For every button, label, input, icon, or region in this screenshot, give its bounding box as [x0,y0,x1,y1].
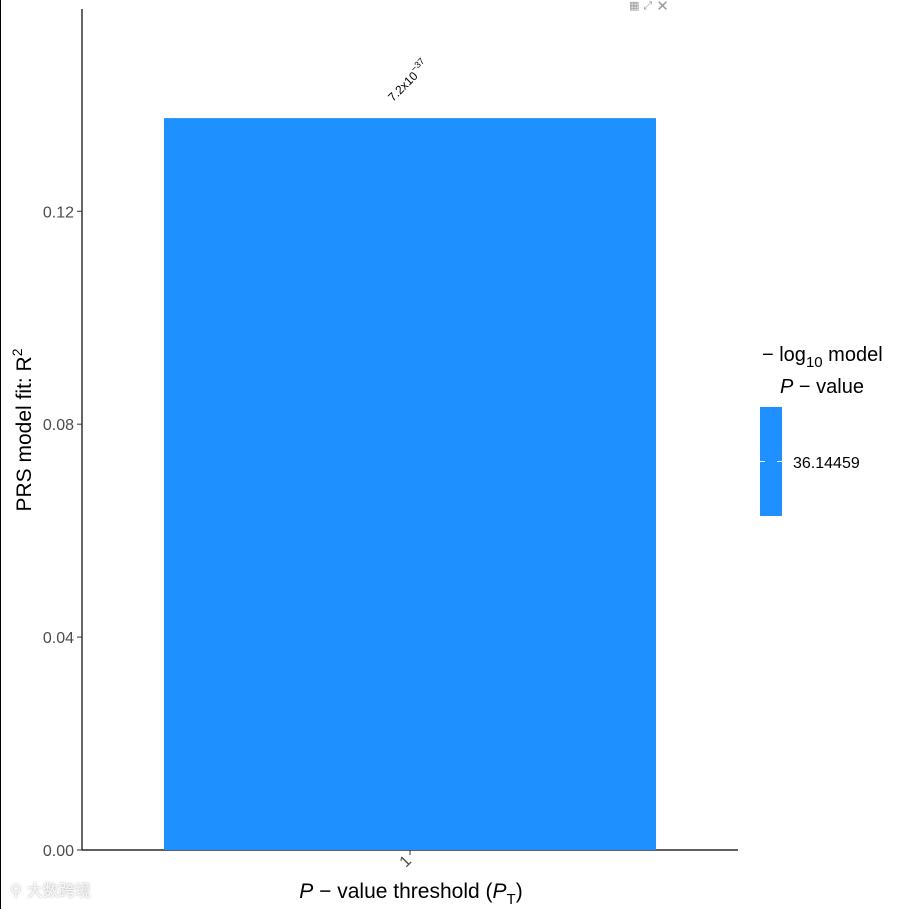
y-tick-label: 0.08 [43,417,74,434]
close-icon[interactable]: ✕ [656,0,669,15]
bar [164,118,656,851]
y-tick-label: 0.04 [43,630,74,647]
y-tick-label: 0.12 [43,204,74,221]
x-ticks: 1 [397,850,415,871]
legend-title-line2: P − value [780,376,864,398]
grid-icon[interactable]: ▦ [629,0,640,12]
watermark-logo-icon: ⚲ [10,881,27,900]
legend: − log10 model P − value 36.14459 [760,344,883,516]
y-axis-title: PRS model fit: R2 [9,348,36,511]
x-axis-title: P − value threshold (PT) [299,880,522,908]
legend-title-line1: − log10 model [762,344,883,371]
plot-toolbar: ▦ ⤢ ✕ [629,0,679,15]
watermark-text: 大数跨境 [26,881,91,900]
watermark: ⚲ 大数跨境 [10,877,91,901]
legend-tick-label: 36.14459 [793,455,860,472]
bar-value-label: 7.2x10−37 [383,56,431,104]
x-tick-label: 1 [397,853,415,871]
y-ticks: 0.00 0.04 0.08 0.12 [43,204,82,860]
bars: 7.2x10−37 [164,56,656,851]
expand-icon[interactable]: ⤢ [643,0,653,12]
legend-color-bar [760,407,782,516]
y-tick-label: 0.00 [43,843,74,860]
